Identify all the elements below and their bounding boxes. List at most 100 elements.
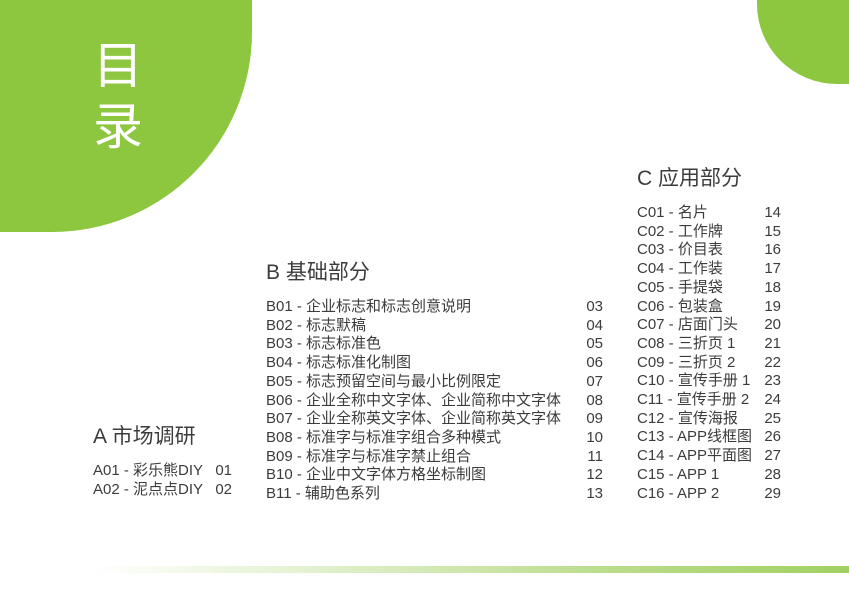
section-c-items: C01 - 名片 14 C02 - 工作牌 15 C03 - 价目表 16 C0…: [637, 204, 781, 503]
page-title: 目录: [93, 38, 143, 155]
toc-item-page-number: 20: [764, 316, 781, 334]
section-market-research: A 市场调研 A01 - 彩乐熊DIY 01 A02 - 泥点点DIY 02: [93, 424, 232, 499]
toc-item-label: B06 - 企业全称中文字体、企业简称中文字体: [266, 391, 562, 409]
toc-row: B05 - 标志预留空间与最小比例限定 07: [266, 373, 603, 392]
toc-row: C07 - 店面门头 20: [637, 316, 781, 335]
toc-item-label: C07 - 店面门头: [637, 316, 738, 334]
toc-row: B08 - 标准字与标准字组合多种模式 10: [266, 429, 603, 448]
toc-item-label: B03 - 标志标准色: [266, 335, 382, 353]
section-basics: B 基础部分 B01 - 企业标志和标志创意说明 03 B02 - 标志默稿 0…: [266, 260, 603, 504]
toc-item-label: C08 - 三折页 1: [637, 334, 736, 352]
toc-item-page-number: 13: [586, 485, 603, 503]
toc-item-page-number: 11: [587, 447, 603, 465]
section-a-heading: A 市场调研: [93, 425, 196, 448]
toc-item-page-number: 28: [764, 465, 781, 483]
toc-row: C03 - 价目表 16: [637, 241, 781, 260]
bottom-accent-line: [92, 566, 849, 573]
toc-row: C10 - 宣传手册 1 23: [637, 372, 781, 391]
toc-item-label: C14 - APP平面图: [637, 447, 753, 465]
toc-row: B09 - 标准字与标准字禁止组合 11: [266, 448, 603, 467]
toc-row: B11 - 辅助色系列 13: [266, 485, 603, 504]
toc-item-page-number: 07: [586, 372, 603, 390]
toc-item-page-number: 05: [586, 335, 603, 353]
toc-item-label: B08 - 标准字与标准字组合多种模式: [266, 428, 502, 446]
toc-item-page-number: 17: [764, 260, 781, 278]
toc-item-label: C01 - 名片: [637, 204, 708, 221]
toc-item-page-number: 10: [586, 428, 603, 446]
toc-item-label: A01 - 彩乐熊DIY: [93, 462, 204, 479]
toc-item-page-number: 25: [764, 409, 781, 427]
toc-row: C16 - APP 2 29: [637, 485, 781, 504]
toc-item-page-number: 06: [586, 354, 603, 372]
toc-row: B02 - 标志默稿 04: [266, 317, 603, 336]
toc-item-page-number: 15: [764, 222, 781, 240]
toc-item-page-number: 23: [764, 372, 781, 390]
toc-item-page-number: 03: [586, 298, 603, 315]
toc-item-page-number: 22: [764, 353, 781, 371]
toc-item-page-number: 24: [764, 391, 781, 409]
toc-item-page-number: 02: [215, 480, 232, 498]
toc-item-label: C04 - 工作装: [637, 260, 723, 278]
toc-item-label: B02 - 标志默稿: [266, 316, 367, 334]
toc-item-page-number: 16: [764, 241, 781, 259]
toc-row: C06 - 包装盒 19: [637, 298, 781, 317]
toc-row: C04 - 工作装 17: [637, 260, 781, 279]
toc-row: C15 - APP 1 28: [637, 466, 781, 485]
toc-item-label: C11 - 宣传手册 2: [637, 391, 750, 409]
toc-item-label: A02 - 泥点点DIY: [93, 480, 204, 498]
toc-item-page-number: 08: [586, 391, 603, 409]
toc-item-label: C15 - APP 1: [637, 465, 720, 483]
toc-row: B06 - 企业全称中文字体、企业简称中文字体 08: [266, 392, 603, 411]
toc-item-label: B01 - 企业标志和标志创意说明: [266, 298, 472, 315]
toc-row: C12 - 宣传海报 25: [637, 410, 781, 429]
section-a-items: A01 - 彩乐熊DIY 01 A02 - 泥点点DIY 02: [93, 462, 232, 499]
toc-item-label: C16 - APP 2: [637, 484, 720, 502]
toc-row: A01 - 彩乐熊DIY 01: [93, 462, 232, 481]
toc-item-label: B09 - 标准字与标准字禁止组合: [266, 447, 472, 465]
toc-item-label: B11 - 辅助色系列: [266, 485, 380, 503]
toc-item-page-number: 21: [764, 334, 781, 352]
toc-row: B10 - 企业中文字体方格坐标制图 12: [266, 466, 603, 485]
toc-row: B04 - 标志标准化制图 06: [266, 354, 603, 373]
toc-item-label: C13 - APP线框图: [637, 428, 753, 446]
section-b-heading: B 基础部分: [266, 261, 370, 284]
toc-row: B07 - 企业全称英文字体、企业简称英文字体 09: [266, 410, 603, 429]
toc-row: C08 - 三折页 1 21: [637, 335, 781, 354]
toc-item-label: C03 - 价目表: [637, 241, 723, 259]
section-b-items: B01 - 企业标志和标志创意说明 03 B02 - 标志默稿 04 B03 -…: [266, 298, 603, 504]
green-corner-top-right-shape: [757, 0, 849, 84]
toc-item-page-number: 12: [586, 466, 603, 484]
toc-item-page-number: 26: [764, 428, 781, 446]
toc-row: C09 - 三折页 2 22: [637, 354, 781, 373]
toc-item-label: C02 - 工作牌: [637, 222, 723, 240]
toc-item-page-number: 09: [586, 410, 603, 428]
toc-item-page-number: 14: [764, 204, 781, 221]
toc-item-page-number: 27: [764, 447, 781, 465]
toc-row: C13 - APP线框图 26: [637, 428, 781, 447]
toc-item-page-number: 01: [215, 462, 232, 479]
toc-row: C05 - 手提袋 18: [637, 279, 781, 298]
section-applications: C 应用部分 C01 - 名片 14 C02 - 工作牌 15 C03 - 价目…: [637, 166, 781, 503]
toc-row: B01 - 企业标志和标志创意说明 03: [266, 298, 603, 317]
toc-item-label: C12 - 宣传海报: [637, 409, 738, 427]
toc-item-page-number: 18: [764, 278, 781, 296]
toc-item-label: C06 - 包装盒: [637, 297, 723, 315]
toc-item-label: B05 - 标志预留空间与最小比例限定: [266, 372, 502, 390]
toc-item-page-number: 04: [586, 316, 603, 334]
toc-row: A02 - 泥点点DIY 02: [93, 481, 232, 500]
toc-item-label: B07 - 企业全称英文字体、企业简称英文字体: [266, 410, 562, 428]
toc-item-label: C10 - 宣传手册 1: [637, 372, 751, 390]
toc-item-label: B04 - 标志标准化制图: [266, 354, 412, 372]
toc-row: C02 - 工作牌 15: [637, 223, 781, 242]
toc-item-label: C05 - 手提袋: [637, 278, 723, 296]
toc-item-page-number: 29: [764, 484, 781, 502]
toc-item-page-number: 19: [764, 297, 781, 315]
section-c-heading: C 应用部分: [637, 167, 742, 190]
toc-row: C01 - 名片 14: [637, 204, 781, 223]
toc-row: B03 - 标志标准色 05: [266, 335, 603, 354]
toc-item-label: C09 - 三折页 2: [637, 353, 736, 371]
toc-row: C14 - APP平面图 27: [637, 447, 781, 466]
toc-row: C11 - 宣传手册 2 24: [637, 391, 781, 410]
toc-item-label: B10 - 企业中文字体方格坐标制图: [266, 466, 487, 484]
